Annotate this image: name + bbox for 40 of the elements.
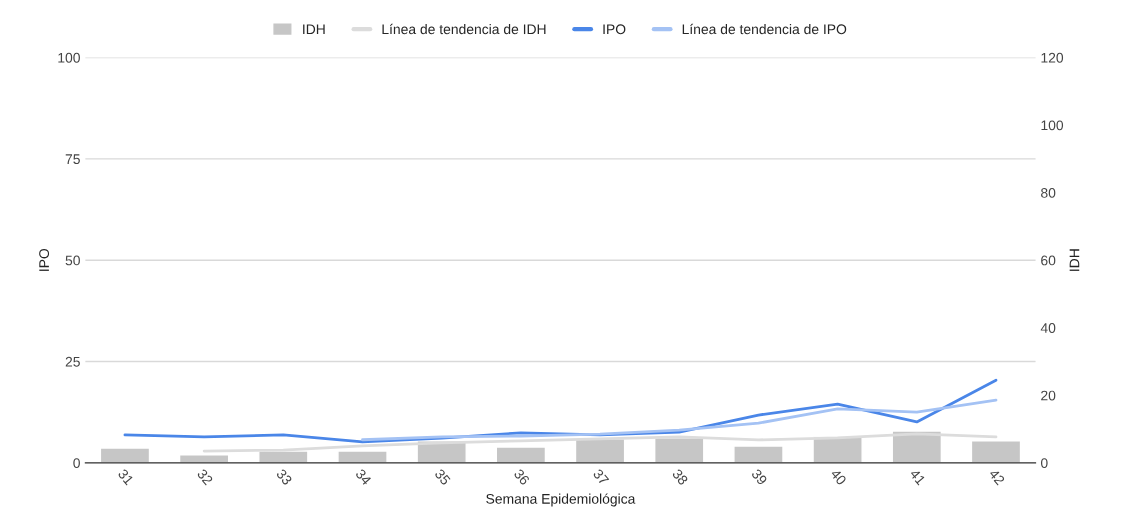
y2-tick-label: 120 [1041,52,1064,63]
y-tick-label: 25 [65,356,80,367]
y-tick-label: 50 [65,255,80,266]
y-tick-label: 100 [58,52,80,63]
bar [654,437,705,463]
x-tick-label: 39 [750,468,768,486]
y2-tick-label: 100 [1041,120,1064,131]
x-tick-label: 42 [988,468,1006,486]
x-tick-label: 31 [117,468,135,486]
bar [970,440,1022,463]
y2-tick-label: 80 [1041,187,1056,198]
line-series [361,398,998,442]
x-tick-label: 38 [671,468,689,486]
legend-label: Línea de tendencia de IPO [682,23,847,35]
legend-label: Línea de tendencia de IDH [382,23,546,35]
bar [495,446,547,463]
y-tick-label: 75 [65,154,80,165]
legend-label: IPO [603,24,626,35]
x-tick-label: 33 [275,468,293,486]
line-series [202,432,998,453]
x-tick-label: 34 [355,468,372,486]
x-tick-label: 41 [909,468,926,486]
y-tick-label: 0 [73,458,80,469]
bar [99,447,151,463]
y2-tick-label: 60 [1041,255,1056,266]
y2-tick-label: 40 [1040,323,1056,333]
x-tick-label: 37 [592,468,610,486]
y2-axis-title: IDH [1069,249,1080,271]
y2-tick-label: 0 [1040,458,1048,469]
x-tick-label: 32 [196,468,214,486]
legend-label: IDH [303,24,325,35]
x-tick-label: 40 [830,468,847,486]
x-axis-title: Semana Epidemiológica [486,493,636,507]
bar [337,450,388,463]
x-tick-label: 35 [434,468,451,486]
bar [178,454,230,463]
bar [733,445,784,463]
x-tick-label: 36 [513,468,531,486]
y2-tick-label: 20 [1041,390,1056,401]
y-axis-title: IPO [39,248,50,271]
